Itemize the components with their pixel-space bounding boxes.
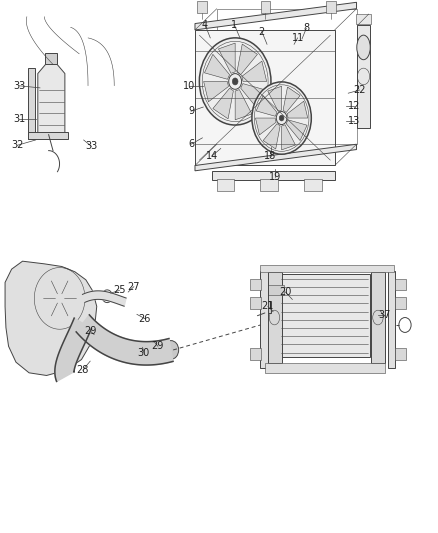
Polygon shape xyxy=(195,144,357,171)
Bar xyxy=(357,25,370,128)
Bar xyxy=(265,364,385,373)
Polygon shape xyxy=(255,118,276,135)
Ellipse shape xyxy=(21,320,49,354)
Text: 1: 1 xyxy=(231,20,237,30)
Polygon shape xyxy=(204,82,229,102)
Polygon shape xyxy=(205,54,230,79)
Ellipse shape xyxy=(252,82,311,154)
Text: 14: 14 xyxy=(206,151,218,161)
Ellipse shape xyxy=(56,294,63,303)
Text: 13: 13 xyxy=(348,116,360,126)
Polygon shape xyxy=(235,90,252,120)
Polygon shape xyxy=(282,125,296,150)
Polygon shape xyxy=(287,101,308,118)
Text: 9: 9 xyxy=(188,106,194,116)
Text: 25: 25 xyxy=(113,286,126,295)
Polygon shape xyxy=(38,64,65,135)
Ellipse shape xyxy=(34,268,85,329)
Polygon shape xyxy=(242,61,267,82)
Ellipse shape xyxy=(12,315,24,330)
Text: 20: 20 xyxy=(279,287,292,297)
Text: 8: 8 xyxy=(303,23,309,34)
Bar xyxy=(265,285,285,295)
Ellipse shape xyxy=(279,115,284,121)
Ellipse shape xyxy=(42,342,56,359)
Bar xyxy=(304,179,321,191)
Ellipse shape xyxy=(41,276,78,321)
Ellipse shape xyxy=(199,38,271,125)
Polygon shape xyxy=(219,43,235,74)
Polygon shape xyxy=(241,84,266,109)
Bar xyxy=(267,272,282,364)
Ellipse shape xyxy=(75,314,91,333)
Text: 12: 12 xyxy=(348,101,360,111)
Text: 37: 37 xyxy=(379,310,391,320)
Text: 33: 33 xyxy=(85,141,98,151)
Ellipse shape xyxy=(27,328,42,347)
Text: 32: 32 xyxy=(11,140,24,150)
Text: 33: 33 xyxy=(13,81,25,91)
Bar xyxy=(261,179,278,191)
Bar xyxy=(217,179,234,191)
Ellipse shape xyxy=(74,298,88,315)
Polygon shape xyxy=(237,44,258,75)
Polygon shape xyxy=(286,120,307,141)
Bar xyxy=(261,271,268,368)
Text: 2: 2 xyxy=(259,27,265,37)
Text: 31: 31 xyxy=(13,114,25,124)
Bar xyxy=(261,265,394,272)
Text: 19: 19 xyxy=(269,172,281,182)
Text: 6: 6 xyxy=(188,139,194,149)
Text: 10: 10 xyxy=(183,81,195,91)
Bar xyxy=(356,14,371,23)
Polygon shape xyxy=(263,124,280,149)
Bar xyxy=(395,348,406,360)
Bar xyxy=(46,53,57,64)
Polygon shape xyxy=(268,86,282,111)
Bar xyxy=(395,297,406,309)
Polygon shape xyxy=(283,87,300,112)
Bar xyxy=(388,271,396,368)
Text: 27: 27 xyxy=(127,282,140,292)
Polygon shape xyxy=(195,2,357,30)
Text: 18: 18 xyxy=(265,151,277,161)
Text: 30: 30 xyxy=(138,348,150,358)
Ellipse shape xyxy=(163,341,179,359)
Polygon shape xyxy=(28,68,35,139)
Bar xyxy=(197,1,207,13)
Text: 21: 21 xyxy=(262,301,274,311)
Polygon shape xyxy=(82,291,126,306)
Text: 22: 22 xyxy=(353,85,366,95)
Bar xyxy=(212,171,335,180)
Bar xyxy=(251,297,261,309)
Text: 29: 29 xyxy=(85,326,97,336)
Bar xyxy=(326,1,336,13)
Ellipse shape xyxy=(17,286,32,305)
Polygon shape xyxy=(76,315,173,365)
Bar xyxy=(395,279,406,290)
Polygon shape xyxy=(256,95,277,116)
Polygon shape xyxy=(213,88,233,119)
Text: 11: 11 xyxy=(291,33,304,43)
Ellipse shape xyxy=(232,78,238,85)
Bar xyxy=(261,1,270,13)
Bar xyxy=(251,279,261,290)
Ellipse shape xyxy=(357,35,370,60)
Bar xyxy=(251,348,261,360)
Ellipse shape xyxy=(67,344,78,357)
Text: 28: 28 xyxy=(77,365,89,375)
Text: 29: 29 xyxy=(152,341,164,351)
Polygon shape xyxy=(5,261,97,375)
Ellipse shape xyxy=(50,287,69,310)
Polygon shape xyxy=(28,132,68,139)
Bar xyxy=(280,274,370,357)
Polygon shape xyxy=(55,318,92,382)
Text: 26: 26 xyxy=(138,313,151,324)
Bar xyxy=(371,272,385,364)
Bar xyxy=(265,301,271,313)
Polygon shape xyxy=(195,30,335,165)
Text: 4: 4 xyxy=(202,20,208,30)
